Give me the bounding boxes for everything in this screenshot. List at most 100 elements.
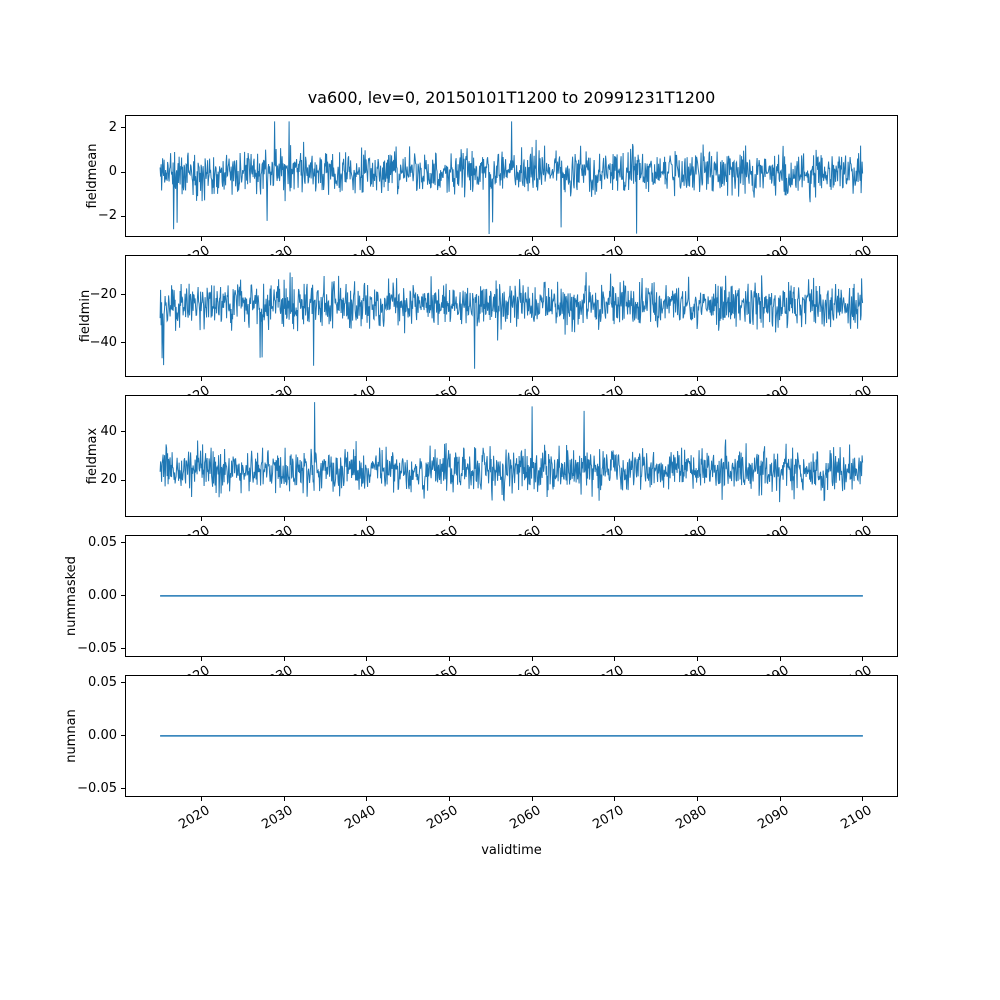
y-tick-label: −20	[89, 286, 117, 302]
x-tick-mark	[697, 237, 699, 241]
axes-fieldmax	[125, 395, 898, 517]
figure-title: va600, lev=0, 20150101T1200 to 20991231T…	[307, 88, 716, 107]
x-tick-label: 2100	[838, 803, 875, 833]
y-tick-mark	[121, 735, 125, 737]
series-plot-numnan	[125, 675, 898, 797]
series-line-fieldmin	[159, 272, 864, 369]
y-tick-mark	[121, 431, 125, 433]
y-tick-mark	[121, 127, 125, 129]
y-tick-label: 0.00	[88, 727, 117, 743]
axes-nummasked	[125, 535, 898, 657]
x-tick-mark	[366, 237, 368, 241]
y-tick-label: 0	[108, 164, 117, 180]
x-tick-mark	[697, 657, 699, 661]
y-tick-mark	[121, 682, 125, 684]
x-tick-label: 2020	[176, 803, 213, 833]
x-tick-mark	[862, 657, 864, 661]
x-tick-mark	[614, 517, 616, 521]
x-tick-mark	[366, 377, 368, 381]
x-tick-mark	[779, 377, 781, 381]
x-tick-mark	[531, 237, 533, 241]
x-tick-mark	[366, 657, 368, 661]
x-tick-mark	[448, 657, 450, 661]
y-tick-mark	[121, 342, 125, 344]
x-tick-mark	[531, 797, 533, 801]
y-tick-mark	[121, 171, 125, 173]
series-plot-fieldmax	[125, 395, 898, 517]
x-tick-mark	[448, 237, 450, 241]
y-tick-label: 2	[108, 119, 117, 135]
x-tick-label: 2040	[342, 803, 379, 833]
y-axis-title-fieldmin: fieldmin	[78, 289, 94, 343]
x-tick-mark	[200, 517, 202, 521]
x-tick-mark	[283, 517, 285, 521]
y-tick-mark	[121, 294, 125, 296]
x-tick-mark	[366, 797, 368, 801]
series-plot-fieldmin	[125, 255, 898, 377]
x-tick-mark	[779, 657, 781, 661]
x-tick-mark	[614, 657, 616, 661]
x-tick-mark	[862, 237, 864, 241]
y-tick-label: −0.05	[77, 780, 117, 796]
x-tick-label: 2030	[259, 803, 296, 833]
y-tick-mark	[121, 595, 125, 597]
y-tick-label: 0.00	[88, 587, 117, 603]
x-tick-mark	[448, 517, 450, 521]
x-tick-mark	[200, 797, 202, 801]
series-plot-nummasked	[125, 535, 898, 657]
y-tick-mark	[121, 479, 125, 481]
y-tick-label: −0.05	[77, 640, 117, 656]
x-tick-mark	[200, 377, 202, 381]
x-tick-mark	[862, 517, 864, 521]
x-tick-mark	[283, 657, 285, 661]
y-tick-label: −2	[97, 208, 117, 224]
axes-fieldmean	[125, 115, 898, 237]
x-tick-mark	[779, 797, 781, 801]
x-tick-mark	[531, 517, 533, 521]
y-axis-title-nummasked: nummasked	[63, 556, 79, 636]
x-tick-label: 2070	[590, 803, 627, 833]
axes-fieldmin	[125, 255, 898, 377]
y-tick-label: 40	[100, 423, 117, 439]
x-tick-mark	[779, 517, 781, 521]
x-tick-mark	[531, 377, 533, 381]
y-axis-title-numnan: numnan	[63, 709, 79, 763]
x-tick-mark	[697, 517, 699, 521]
x-tick-mark	[779, 237, 781, 241]
x-tick-mark	[614, 797, 616, 801]
x-tick-mark	[200, 237, 202, 241]
y-tick-label: 20	[100, 472, 117, 488]
x-tick-mark	[283, 797, 285, 801]
x-tick-label: 2060	[507, 803, 544, 833]
x-tick-label: 2050	[424, 803, 461, 833]
y-tick-label: 0.05	[88, 534, 117, 550]
series-plot-fieldmean	[125, 115, 898, 237]
x-tick-mark	[283, 377, 285, 381]
x-tick-mark	[200, 657, 202, 661]
x-tick-mark	[862, 377, 864, 381]
x-tick-mark	[283, 237, 285, 241]
series-line-fieldmax	[159, 402, 864, 503]
x-tick-mark	[614, 237, 616, 241]
x-tick-mark	[366, 517, 368, 521]
x-tick-mark	[862, 797, 864, 801]
y-tick-mark	[121, 788, 125, 790]
x-tick-label: 2090	[755, 803, 792, 833]
axes-numnan	[125, 675, 898, 797]
y-tick-label: 0.05	[88, 674, 117, 690]
axes-spines	[125, 255, 898, 377]
y-tick-mark	[121, 215, 125, 217]
y-tick-mark	[121, 648, 125, 650]
x-tick-mark	[697, 377, 699, 381]
axes-spines	[125, 395, 898, 517]
y-axis-title-fieldmax: fieldmax	[85, 427, 101, 485]
x-tick-label: 2080	[672, 803, 710, 833]
x-axis-label: validtime	[481, 843, 542, 858]
x-tick-mark	[614, 377, 616, 381]
y-axis-title-fieldmean: fieldmean	[85, 143, 101, 209]
y-tick-mark	[121, 542, 125, 544]
x-tick-mark	[531, 657, 533, 661]
series-line-fieldmean	[159, 121, 864, 235]
x-tick-mark	[697, 797, 699, 801]
